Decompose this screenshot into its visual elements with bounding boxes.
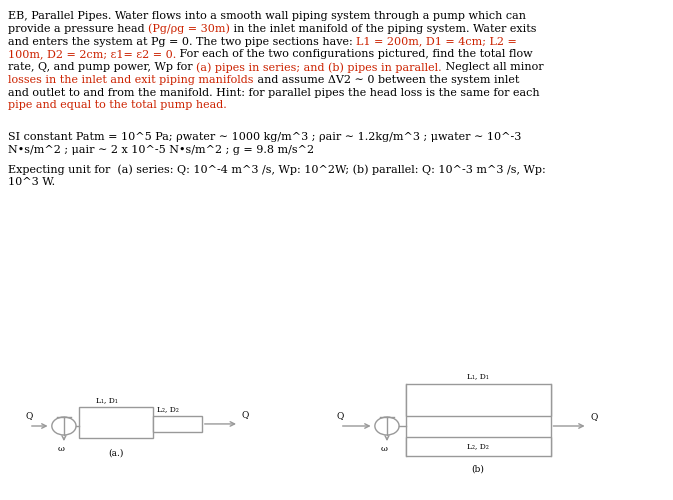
Text: Q: Q <box>26 411 33 420</box>
Text: in the inlet manifold of the piping system. Water exits: in the inlet manifold of the piping syst… <box>230 24 536 34</box>
Text: Q: Q <box>242 410 249 419</box>
Bar <box>406 384 551 416</box>
Text: 10^3 W.: 10^3 W. <box>8 176 55 186</box>
Text: L₂, D₂: L₂, D₂ <box>467 442 489 450</box>
Text: Neglect all minor: Neglect all minor <box>442 62 544 72</box>
Bar <box>153 416 202 432</box>
Text: Q: Q <box>336 411 344 420</box>
Text: For each of the two configurations pictured, find the total flow: For each of the two configurations pictu… <box>176 50 533 59</box>
Bar <box>79 407 153 438</box>
Text: and enters the system at Pg = 0. The two pipe sections have:: and enters the system at Pg = 0. The two… <box>8 36 356 46</box>
Text: rate, Q, and pump power, Wp for: rate, Q, and pump power, Wp for <box>8 62 197 72</box>
Text: SI constant Patm = 10^5 Pa; ρwater ∼ 1000 kg/m^3 ; ρair ∼ 1.2kg/m^3 ; μwater ∼ 1: SI constant Patm = 10^5 Pa; ρwater ∼ 100… <box>8 132 522 142</box>
Text: L1 = 200m, D1 = 4cm; L2 =: L1 = 200m, D1 = 4cm; L2 = <box>356 36 518 46</box>
Text: provide a pressure head: provide a pressure head <box>8 24 148 34</box>
Text: ω: ω <box>58 445 65 453</box>
Text: 100m, D2 = 2cm; ε1= ε2 = 0.: 100m, D2 = 2cm; ε1= ε2 = 0. <box>8 50 176 59</box>
Text: Expecting unit for  (a) series: Q: 10^-4 m^3 /s, Wp: 10^2W; (b) parallel: Q: 10^: Expecting unit for (a) series: Q: 10^-4 … <box>8 164 546 174</box>
Bar <box>406 437 551 456</box>
Text: L₁, D₁: L₁, D₁ <box>467 372 489 380</box>
Text: losses in the inlet and exit piping manifolds: losses in the inlet and exit piping mani… <box>8 74 254 85</box>
Text: and outlet to and from the manifold. Hint: for parallel pipes the head loss is t: and outlet to and from the manifold. Hin… <box>8 88 540 98</box>
Text: pipe and equal to the total pump head.: pipe and equal to the total pump head. <box>8 100 227 110</box>
Text: (a) pipes in series; and (b) pipes in parallel.: (a) pipes in series; and (b) pipes in pa… <box>197 62 442 72</box>
Text: L₁, D₁: L₁, D₁ <box>96 396 118 404</box>
Text: EB, Parallel Pipes. Water flows into a smooth wall piping system through a pump : EB, Parallel Pipes. Water flows into a s… <box>8 11 526 21</box>
Text: L₂, D₂: L₂, D₂ <box>157 405 179 413</box>
Text: and assume ΔV2 ∼ 0 between the system inlet: and assume ΔV2 ∼ 0 between the system in… <box>254 74 519 85</box>
Text: (b): (b) <box>472 465 485 474</box>
Text: N•s/m^2 ; μair ∼ 2 x 10^-5 N•s/m^2 ; g = 9.8 m/s^2: N•s/m^2 ; μair ∼ 2 x 10^-5 N•s/m^2 ; g =… <box>8 145 314 155</box>
Text: Q: Q <box>590 412 598 421</box>
Text: (a.): (a.) <box>109 449 124 458</box>
Text: (Pg/ρg = 30m): (Pg/ρg = 30m) <box>148 24 230 34</box>
Text: ω: ω <box>381 445 388 453</box>
